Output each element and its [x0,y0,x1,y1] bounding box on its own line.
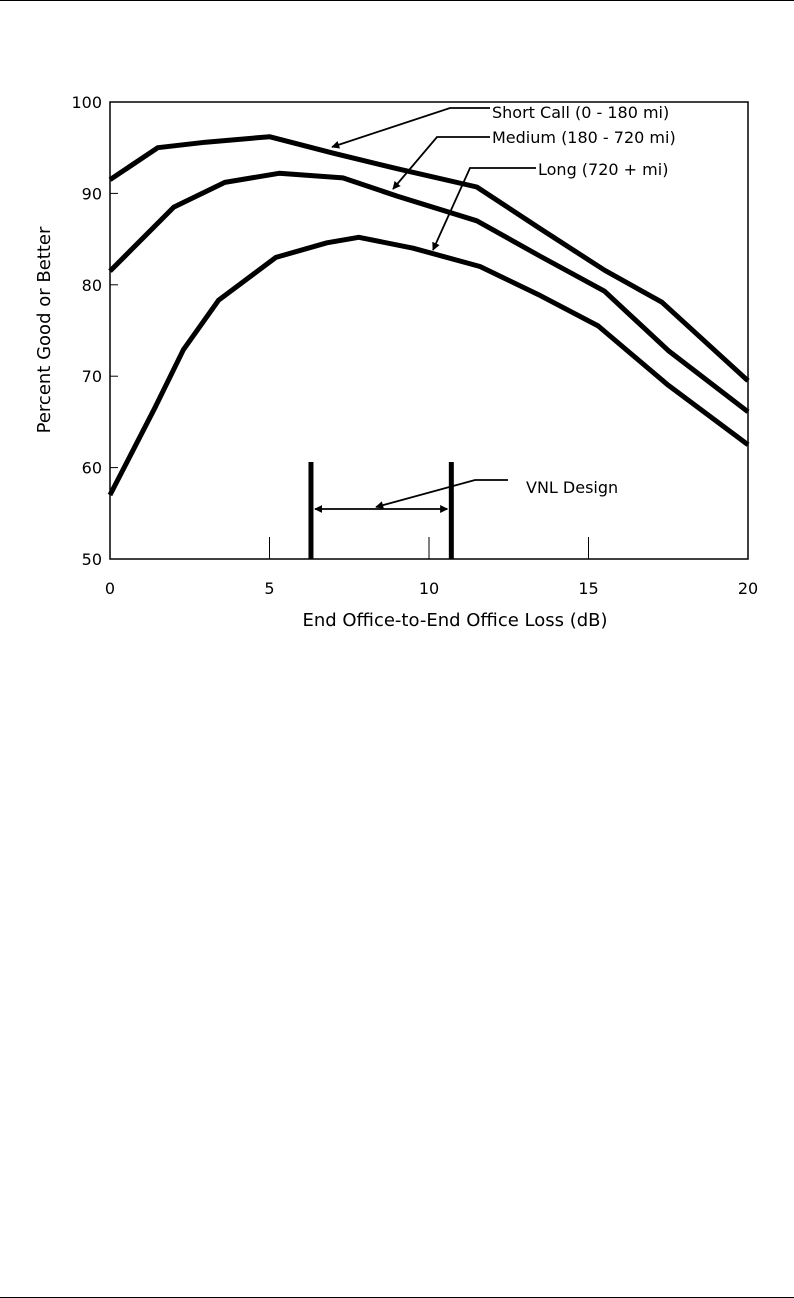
callout-long-arrow [432,167,536,251]
series-line-medium [108,170,750,414]
x-tick-label: 0 [105,579,115,598]
series-callouts: Short Call (0 - 180 mi) Medium (180 - 720… [331,103,676,251]
callout-medium-arrow [392,136,490,190]
y-tick-label: 100 [71,93,102,112]
callout-short-call-label: Short Call (0 - 180 mi) [492,103,669,122]
y-tick-label: 80 [82,276,102,295]
y-axis-title: Percent Good or Better [34,226,55,433]
vnl-design-label: VNL Design [526,478,618,497]
y-tick-label: 90 [82,184,102,203]
top-rule [0,0,794,1]
vnl-design-annotation: VNL Design [308,462,618,559]
x-tick-label: 10 [419,579,439,598]
vnl-leader-arrow [375,479,508,509]
x-axis-title: End Office-to-End Office Loss (dB) [302,610,607,631]
callout-long-label: Long (720 + mi) [538,160,668,179]
series-line-short-call [108,134,750,383]
line-chart: 100 90 80 70 60 50 0 5 10 15 20 VNL Design Short … [34,93,758,631]
x-tick-label: 5 [264,579,274,598]
x-tick-label: 20 [738,579,758,598]
x-axis: 0 5 10 15 20 [105,537,758,598]
y-tick-label: 60 [82,459,102,478]
series-group [107,134,750,497]
y-axis: 100 90 80 70 60 50 [71,93,118,569]
x-tick-label: 15 [578,579,598,598]
callout-short-call-arrow [331,107,490,149]
callout-medium-label: Medium (180 - 720 mi) [492,128,676,147]
y-tick-label: 70 [82,367,102,386]
y-tick-label: 50 [82,550,102,569]
series-line-long [107,234,750,497]
